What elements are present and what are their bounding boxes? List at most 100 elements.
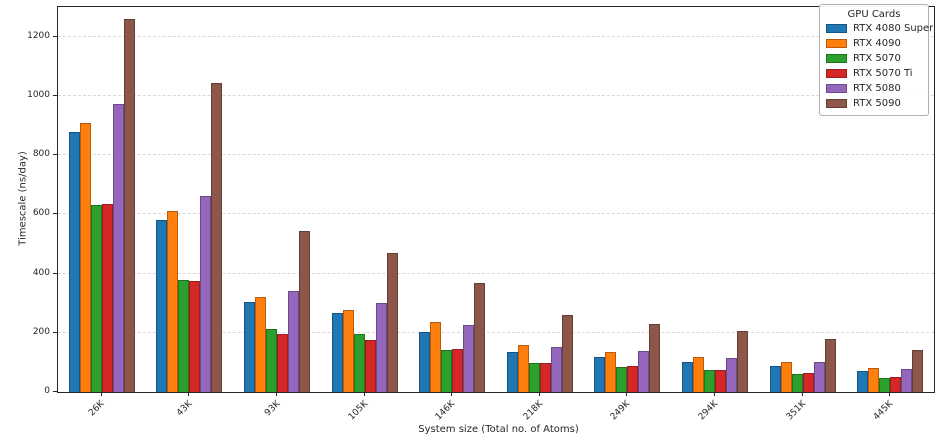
- bar-218K-rtx-5080: [550, 346, 562, 392]
- y-tick-label: 1200: [27, 30, 50, 41]
- legend-item-rtx-5070-ti: RTX 5070 Ti: [826, 66, 922, 81]
- gridline-y-800: [58, 154, 934, 156]
- bar-445K-rtx-5070-ti: [890, 376, 902, 392]
- legend-item-rtx-4090: RTX 4090: [826, 36, 922, 51]
- legend-swatch-icon: [826, 99, 847, 108]
- legend-title: GPU Cards: [847, 9, 901, 20]
- legend-swatch-icon: [826, 69, 847, 78]
- legend-items: RTX 4080 Super RTX 4090 RTX 5070 RTX 5070 T…: [826, 21, 933, 111]
- legend-label: RTX 5070 Ti: [853, 67, 913, 79]
- bar-351K-rtx-5080: [813, 361, 825, 392]
- y-tick-mark: [53, 391, 57, 392]
- bar-105K-rtx-5090: [386, 253, 398, 392]
- bar-294K-rtx-4080-super: [682, 361, 693, 392]
- x-tick-mark: [538, 392, 540, 396]
- gridline-y-1200: [58, 35, 934, 37]
- bar-249K-rtx-5070: [616, 367, 628, 392]
- bar-105K-rtx-5070: [353, 333, 365, 392]
- bar-249K-rtx-5090: [649, 323, 661, 392]
- bar-249K-rtx-4090: [605, 352, 617, 392]
- gridline-y-1000: [58, 94, 934, 96]
- legend-swatch-icon: [826, 39, 847, 48]
- bar-294K-rtx-5070-ti: [715, 369, 726, 392]
- bar-105K-rtx-5070-ti: [364, 339, 376, 392]
- bar-146K-rtx-4090: [430, 322, 442, 392]
- bar-93K-rtx-5070-ti: [277, 333, 288, 392]
- x-tick-label: 445K: [871, 399, 896, 423]
- x-tick-label: 351K: [784, 399, 808, 423]
- bar-26K-rtx-4080-super: [68, 131, 80, 392]
- y-tick-mark: [53, 35, 57, 37]
- x-tick-mark: [451, 392, 453, 396]
- bar-445K-rtx-5090: [912, 349, 924, 392]
- x-tick-mark: [100, 392, 102, 396]
- legend: GPU Cards RTX 4080 Super RTX 4090 RTX 5070…: [819, 4, 933, 116]
- plot-area: [57, 6, 935, 393]
- bar-351K-rtx-5070-ti: [802, 373, 814, 392]
- x-tick-label: 249K: [609, 399, 633, 423]
- legend-item-rtx-5090: RTX 5090: [826, 96, 922, 111]
- x-tick-mark: [626, 392, 628, 396]
- bar-43K-rtx-4090: [167, 211, 179, 392]
- bar-26K-rtx-5070: [90, 205, 102, 392]
- bar-218K-rtx-4090: [517, 345, 529, 392]
- bar-146K-rtx-5070: [441, 349, 453, 392]
- bar-294K-rtx-5090: [737, 330, 748, 392]
- bar-146K-rtx-4080-super: [419, 332, 431, 392]
- bar-43K-rtx-5080: [200, 195, 212, 392]
- y-tick-label: 0: [44, 386, 50, 396]
- bar-93K-rtx-4080-super: [244, 302, 255, 392]
- y-tick-mark: [53, 94, 57, 96]
- x-tick-label: 218K: [521, 399, 545, 423]
- bar-105K-rtx-4090: [342, 309, 354, 392]
- x-tick-label: 93K: [262, 399, 283, 419]
- x-tick-label: 26K: [87, 399, 107, 419]
- y-tick-label: 200: [32, 326, 50, 337]
- legend-swatch-icon: [826, 54, 847, 63]
- x-tick-mark: [188, 392, 190, 396]
- legend-label: RTX 5080: [853, 82, 901, 94]
- bar-26K-rtx-5080: [112, 104, 124, 392]
- bar-93K-rtx-5090: [299, 230, 310, 392]
- y-tick-mark: [53, 154, 57, 156]
- legend-swatch-icon: [826, 24, 847, 33]
- x-tick-label: 146K: [433, 399, 458, 423]
- bar-26K-rtx-5090: [123, 18, 135, 392]
- x-tick-label: 43K: [175, 399, 195, 419]
- bar-218K-rtx-5090: [561, 315, 573, 392]
- bar-146K-rtx-5070-ti: [452, 348, 464, 392]
- x-axis-title: System size (Total no. of Atoms): [418, 424, 579, 435]
- bar-249K-rtx-5070-ti: [627, 366, 639, 392]
- bar-351K-rtx-5070: [791, 373, 803, 392]
- bar-218K-rtx-4080-super: [506, 352, 518, 392]
- legend-item-rtx-5080: RTX 5080: [826, 81, 922, 96]
- y-tick-label: 400: [32, 267, 50, 278]
- bar-218K-rtx-5070: [528, 363, 540, 392]
- bar-445K-rtx-5070: [879, 377, 891, 392]
- x-tick-mark: [363, 392, 365, 396]
- bar-105K-rtx-4080-super: [331, 312, 343, 392]
- bar-351K-rtx-5090: [824, 339, 836, 392]
- legend-label: RTX 5070: [853, 52, 901, 64]
- bar-43K-rtx-4080-super: [156, 220, 168, 392]
- bar-351K-rtx-4080-super: [769, 365, 781, 392]
- bar-93K-rtx-5070: [266, 329, 277, 392]
- y-tick-label: 600: [32, 208, 50, 219]
- legend-swatch-icon: [826, 84, 847, 93]
- x-tick-label: 105K: [346, 399, 370, 423]
- x-tick-label: 294K: [696, 399, 721, 423]
- bar-93K-rtx-5080: [288, 291, 299, 392]
- bar-26K-rtx-4090: [79, 122, 91, 392]
- bar-249K-rtx-5080: [638, 351, 650, 392]
- legend-label: RTX 4090: [853, 37, 901, 49]
- bar-26K-rtx-5070-ti: [101, 204, 113, 392]
- legend-label: RTX 5090: [853, 97, 901, 109]
- bar-249K-rtx-4080-super: [594, 357, 606, 392]
- bar-294K-rtx-4090: [693, 356, 704, 392]
- bar-43K-rtx-5070-ti: [189, 281, 201, 392]
- y-tick-mark: [53, 272, 57, 274]
- bar-105K-rtx-5080: [375, 302, 387, 392]
- bar-445K-rtx-4080-super: [857, 371, 869, 392]
- bar-146K-rtx-5090: [474, 283, 486, 392]
